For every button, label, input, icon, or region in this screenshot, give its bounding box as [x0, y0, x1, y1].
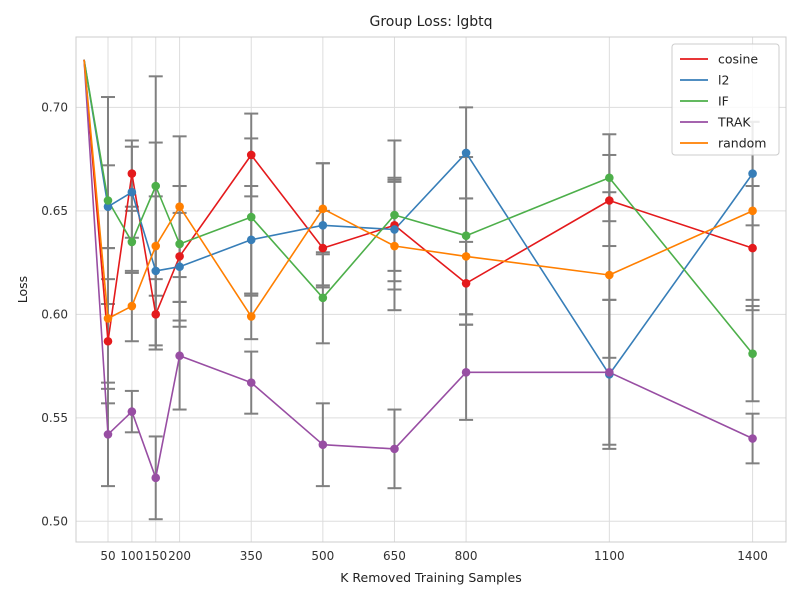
data-point-l2	[175, 262, 184, 272]
data-point-random	[605, 270, 614, 280]
legend-box	[671, 43, 780, 156]
x-tick-label: 500	[311, 549, 334, 563]
x-tick-label: 650	[383, 549, 406, 563]
data-point-IF	[103, 196, 113, 205]
data-point-TRAK	[605, 367, 614, 377]
data-point-TRAK	[318, 440, 328, 450]
legend-label-l2: l2	[718, 73, 729, 88]
data-point-cosine	[151, 310, 161, 319]
data-point-random	[151, 241, 161, 251]
data-point-l2	[748, 169, 757, 178]
plot-frame	[75, 36, 787, 543]
data-point-IF	[318, 293, 328, 303]
legend: cosine l2 IF TRAK random	[671, 43, 780, 156]
data-point-l2	[151, 266, 161, 276]
data-point-cosine	[175, 252, 184, 261]
data-point-cosine	[246, 150, 256, 160]
x-tick-label: 350	[240, 549, 263, 563]
legend-label-IF: IF	[718, 94, 729, 109]
x-tick-label: 150	[144, 549, 167, 563]
y-ticks: 0.50 0.55 0.60 0.65 0.70	[41, 100, 68, 528]
x-tick-label: 1400	[737, 549, 768, 563]
data-point-TRAK	[390, 444, 399, 454]
data-point-random	[318, 204, 328, 214]
data-point-IF	[127, 237, 137, 247]
data-point-cosine	[461, 278, 471, 288]
plot-area	[76, 37, 786, 542]
data-point-IF	[246, 212, 256, 222]
data-point-l2	[390, 225, 399, 234]
y-axis-label: Loss	[15, 276, 30, 303]
data-point-random	[127, 301, 137, 311]
x-axis-label: K Removed Training Samples	[340, 570, 521, 585]
data-point-cosine	[103, 336, 113, 346]
data-point-IF	[748, 349, 757, 358]
x-ticks: 50 100 150 200 350 500 650 800 1100 1400	[100, 549, 768, 563]
data-point-TRAK	[151, 473, 161, 483]
data-point-random	[103, 314, 113, 323]
data-point-TRAK	[103, 430, 113, 439]
x-tick-label: 1100	[594, 549, 625, 563]
data-point-l2	[318, 221, 328, 230]
data-point-IF	[461, 231, 471, 240]
data-point-random	[390, 241, 399, 251]
data-point-IF	[390, 210, 399, 220]
data-point-random	[246, 312, 256, 321]
series-points	[103, 148, 757, 483]
x-tick-label: 800	[455, 549, 478, 563]
data-point-IF	[175, 239, 184, 249]
data-point-l2	[127, 187, 137, 197]
data-point-TRAK	[461, 367, 471, 377]
data-point-cosine	[605, 196, 614, 205]
y-tick-label: 0.50	[41, 514, 68, 528]
data-point-TRAK	[748, 434, 757, 443]
data-point-IF	[605, 173, 614, 183]
data-point-TRAK	[246, 378, 256, 387]
data-point-random	[748, 206, 757, 216]
data-point-l2	[461, 148, 471, 158]
legend-label-TRAK: TRAK	[717, 115, 751, 130]
x-tick-label: 100	[120, 549, 143, 563]
data-point-IF	[151, 181, 161, 191]
data-point-TRAK	[175, 351, 184, 361]
y-tick-label: 0.65	[41, 204, 68, 218]
x-tick-label: 50	[100, 549, 115, 563]
data-point-random	[175, 202, 184, 212]
y-tick-label: 0.60	[41, 307, 68, 321]
legend-label-cosine: cosine	[718, 52, 758, 67]
data-point-l2	[246, 235, 256, 245]
y-tick-label: 0.70	[41, 100, 68, 114]
data-point-cosine	[748, 243, 757, 253]
data-point-cosine	[127, 169, 137, 178]
data-point-cosine	[318, 243, 328, 253]
data-point-l2	[103, 202, 113, 212]
data-point-TRAK	[127, 407, 137, 416]
data-point-random	[461, 252, 471, 261]
y-tick-label: 0.55	[41, 411, 68, 425]
legend-label-random: random	[718, 136, 766, 151]
chart-title: Group Loss: lgbtq	[370, 14, 493, 30]
x-tick-label: 200	[168, 549, 191, 563]
